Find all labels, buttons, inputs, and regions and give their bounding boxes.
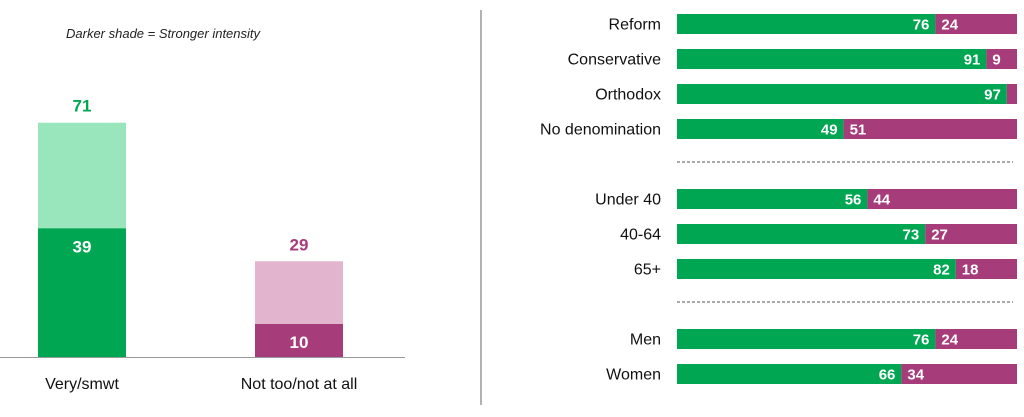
value-positive-under-40: 56 — [845, 192, 862, 209]
value-negative-women: 34 — [907, 367, 924, 384]
value-negative-no-denomination: 51 — [850, 122, 867, 139]
bar-positive-women — [677, 364, 902, 384]
value-negative-under-40: 44 — [873, 192, 890, 209]
value-negative-65: 18 — [962, 262, 979, 279]
row-label-under-40: Under 40 — [595, 192, 661, 209]
left-stacked-column-chart: 71 39 Very/smwt 29 10 Not too/not at all — [0, 97, 405, 393]
value-positive-conservative: 91 — [964, 52, 981, 69]
value-negative-reform: 24 — [941, 17, 958, 34]
value-negative-men: 24 — [941, 332, 958, 349]
total-label-very-smwt: 71 — [73, 97, 92, 116]
bar-negative-40-64 — [925, 224, 1017, 244]
total-label-not-too-not-at-all: 29 — [290, 235, 309, 254]
bar-positive-65 — [677, 259, 956, 279]
value-positive-reform: 76 — [913, 17, 930, 34]
value-positive-women: 66 — [879, 367, 896, 384]
intensity-note: Darker shade = Stronger intensity — [66, 26, 262, 41]
strong-label-very-smwt: 39 — [73, 237, 92, 256]
bar-positive-no-denomination — [677, 119, 844, 139]
bar-positive-under-40 — [677, 189, 868, 209]
column-not-too-not-at-all-strong — [255, 324, 343, 357]
row-label-orthodox: Orthodox — [595, 87, 661, 104]
right-stacked-bar-chart: Reform 76 24 Conservative 91 9 Orthodox 97 No de… — [540, 14, 1017, 384]
row-label-no-denomination: No denomination — [540, 122, 661, 139]
category-label-very-smwt: Very/smwt — [45, 376, 119, 393]
row-label-40-64: 40-64 — [620, 227, 661, 244]
value-negative-40-64: 27 — [931, 227, 948, 244]
row-label-65: 65+ — [634, 262, 661, 279]
value-positive-65: 82 — [933, 262, 950, 279]
bar-positive-orthodox — [677, 84, 1007, 104]
bar-positive-40-64 — [677, 224, 926, 244]
row-label-reform: Reform — [609, 17, 661, 34]
bar-positive-men — [677, 329, 936, 349]
bar-negative-no-denomination — [843, 119, 1017, 139]
bar-positive-reform — [677, 14, 936, 34]
row-label-women: Women — [606, 367, 661, 384]
column-very-smwt-somewhat — [38, 122, 126, 229]
bar-negative-conservative — [986, 49, 1017, 69]
bar-positive-conservative — [677, 49, 987, 69]
value-positive-men: 76 — [913, 332, 930, 349]
bar-negative-men — [935, 329, 1017, 349]
strong-label-not-too-not-at-all: 10 — [290, 333, 309, 352]
value-positive-orthodox: 97 — [984, 87, 1001, 104]
value-negative-conservative: 9 — [992, 52, 1000, 69]
bar-negative-under-40 — [867, 189, 1017, 209]
column-not-too-not-at-all-somewhat — [255, 261, 343, 324]
value-positive-40-64: 73 — [903, 227, 920, 244]
value-positive-no-denomination: 49 — [821, 122, 838, 139]
bar-negative-65 — [955, 259, 1017, 279]
column-very-smwt-strong — [38, 228, 126, 357]
bar-negative-reform — [935, 14, 1017, 34]
row-label-conservative: Conservative — [568, 52, 661, 69]
bar-negative-orthodox — [1006, 84, 1017, 104]
row-label-men: Men — [630, 332, 661, 349]
category-label-not-too-not-at-all: Not too/not at all — [241, 376, 358, 393]
bar-negative-women — [901, 364, 1017, 384]
